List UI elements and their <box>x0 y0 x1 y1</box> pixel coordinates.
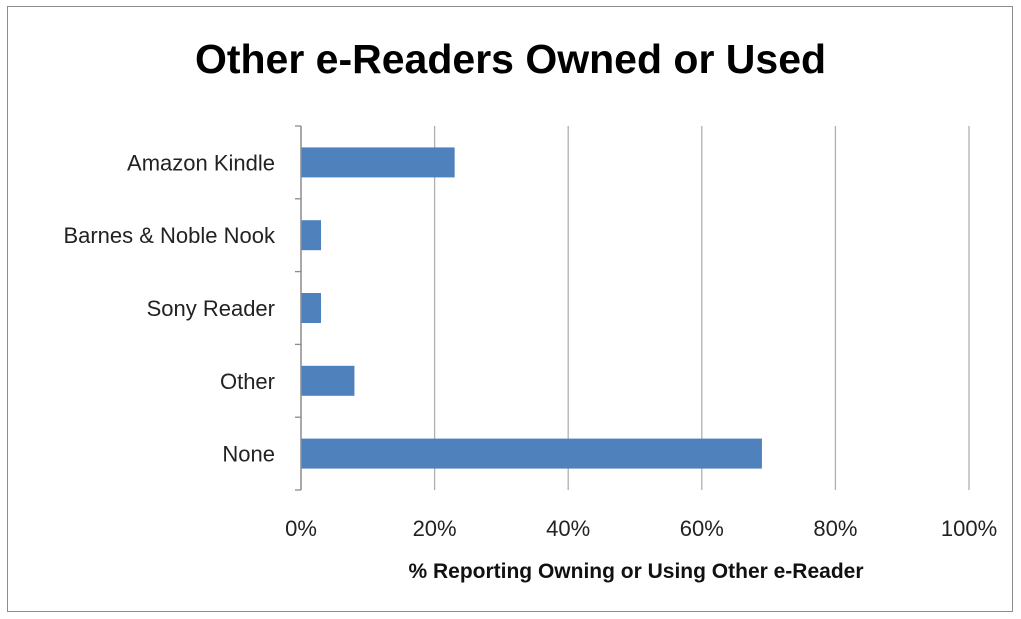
tick-labels: 0% 20% 40% 60% 80% 100% <box>285 516 997 541</box>
bar-barnes-noble-nook <box>301 220 322 251</box>
axes <box>295 125 302 491</box>
x-tick-label: 20% <box>413 516 457 541</box>
category-label: Barnes & Noble Nook <box>63 223 276 248</box>
chart-frame <box>7 6 1013 612</box>
category-label: Amazon Kindle <box>127 150 275 175</box>
category-label: None <box>222 442 275 467</box>
bar-amazon-kindle <box>301 147 455 178</box>
x-tick-label: 80% <box>813 516 857 541</box>
x-tick-label: 0% <box>285 516 317 541</box>
x-tick-label: 40% <box>546 516 590 541</box>
gridlines <box>433 126 970 490</box>
x-tick-label: 100% <box>941 516 997 541</box>
bar-other <box>301 365 355 396</box>
bars <box>301 147 762 469</box>
category-labels: Amazon Kindle Barnes & Noble Nook Sony Rea… <box>63 150 276 466</box>
category-label: Sony Reader <box>147 296 275 321</box>
chart-title: Other e-Readers Owned or Used <box>194 36 827 82</box>
bar-none <box>301 438 762 469</box>
bar-sony-reader <box>301 293 322 323</box>
x-tick-label: 60% <box>680 516 724 541</box>
x-axis-label: % Reporting Owning or Using Other e-Read… <box>408 560 863 583</box>
category-label: Other <box>220 369 275 394</box>
